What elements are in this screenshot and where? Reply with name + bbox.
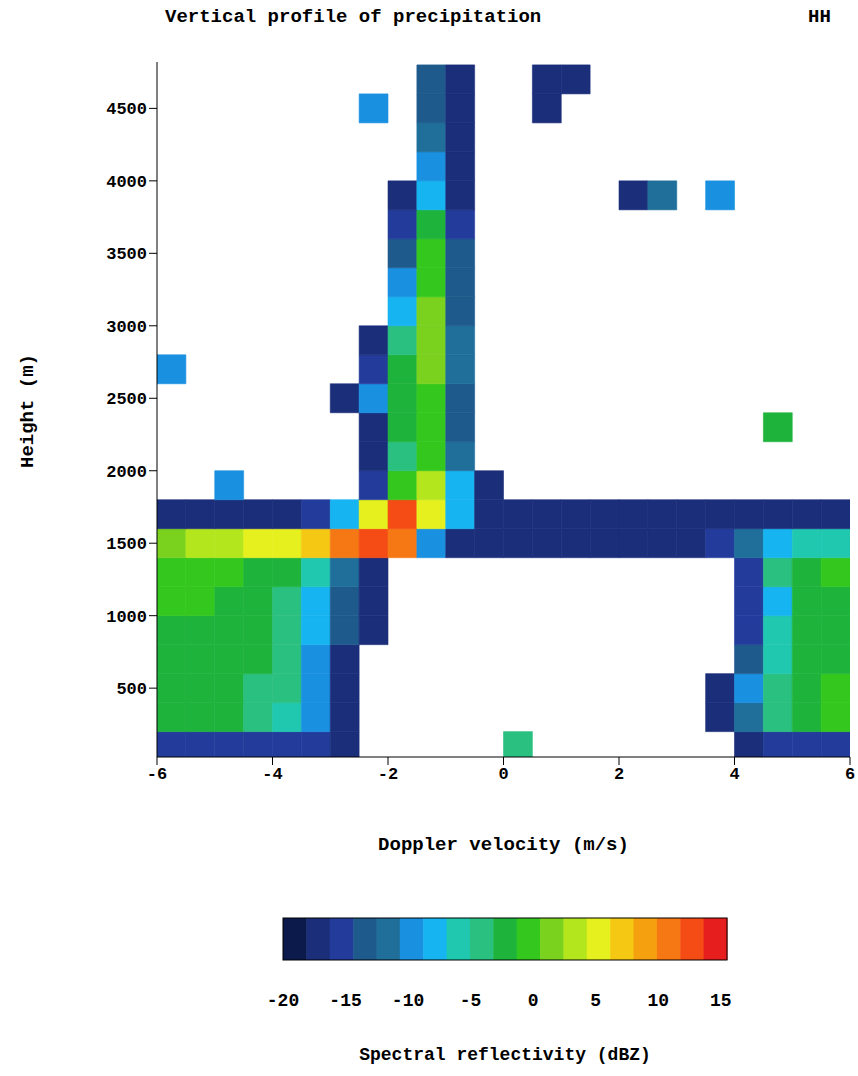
svg-text:10: 10 [647, 991, 669, 1011]
html-text:Height (m): Height (m) [17, 354, 39, 468]
svg-text:3500: 3500 [106, 245, 147, 264]
svg-text:-15: -15 [329, 991, 361, 1011]
svg-text:4500: 4500 [106, 100, 147, 119]
svg-text:2500: 2500 [106, 390, 147, 409]
svg-text:2: 2 [614, 765, 624, 784]
svg-text:500: 500 [116, 680, 147, 699]
svg-text:-2: -2 [378, 765, 398, 784]
svg-text:-6: -6 [147, 765, 167, 784]
svg-text:4000: 4000 [106, 173, 147, 192]
html-text:Vertical profile of precipitat: Vertical profile of precipitation [165, 6, 542, 28]
svg-text:-4: -4 [262, 765, 282, 784]
svg-text:-10: -10 [392, 991, 424, 1011]
svg-text:1500: 1500 [106, 535, 147, 554]
svg-text:5: 5 [590, 991, 601, 1011]
html-text:Doppler velocity (m/s): Doppler velocity (m/s) [378, 834, 629, 856]
html-text:HH: HH [808, 6, 831, 28]
svg-text:4: 4 [729, 765, 739, 784]
svg-text:0: 0 [528, 991, 539, 1011]
svg-text:0: 0 [498, 765, 508, 784]
svg-text:Spectral reflectivity (dBZ): Spectral reflectivity (dBZ) [359, 1045, 651, 1065]
svg-text:6: 6 [845, 765, 855, 784]
svg-text:-20: -20 [267, 991, 299, 1011]
svg-text:1000: 1000 [106, 608, 147, 627]
svg-text:2000: 2000 [106, 463, 147, 482]
svg-text:3000: 3000 [106, 318, 147, 337]
svg-text:-5: -5 [460, 991, 482, 1011]
svg-text:15: 15 [710, 991, 732, 1011]
